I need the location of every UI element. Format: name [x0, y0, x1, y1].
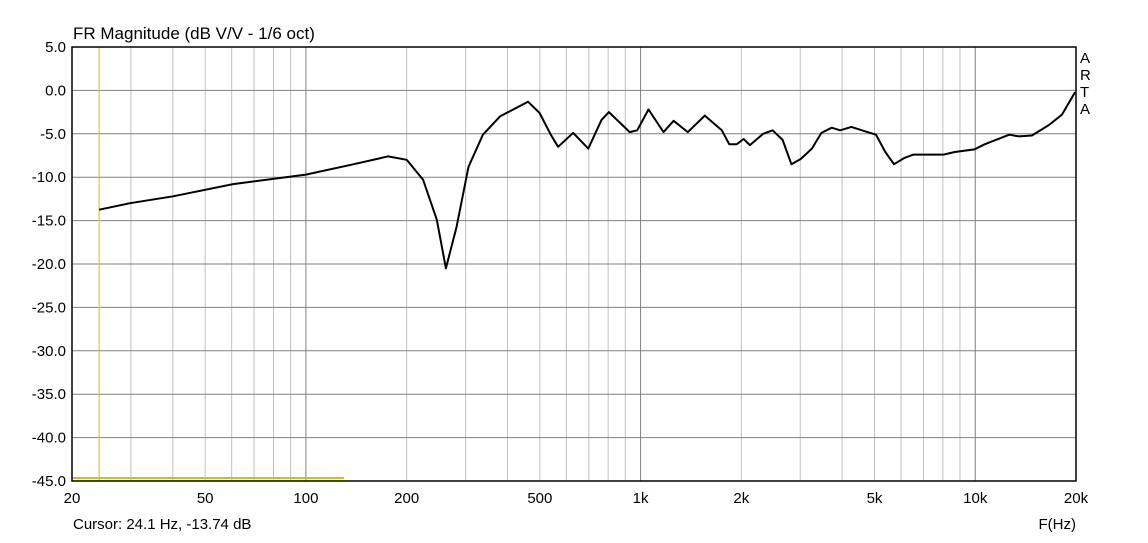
y-tick-label: 0.0	[45, 82, 66, 99]
x-tick-label: 500	[527, 490, 552, 507]
x-tick-label: 20k	[1064, 490, 1089, 507]
y-tick-labels: 5.0 0.0 -5.0 -10.0 -15.0 -20.0 -25.0 -30.0 -35.0…	[32, 39, 66, 490]
x-tick-label: 200	[394, 490, 419, 507]
watermark-letter: A	[1080, 50, 1090, 67]
series-group	[98, 91, 1076, 270]
y-tick-label: -30.0	[32, 343, 66, 360]
x-tick-label: 2k	[733, 490, 749, 507]
y-tick-label: -10.0	[32, 169, 66, 186]
x-tick-label: 50	[197, 490, 214, 507]
watermark-letter: T	[1080, 84, 1089, 101]
y-tick-label: -15.0	[32, 213, 66, 230]
chart-title: FR Magnitude (dB V/V - 1/6 oct)	[73, 24, 315, 43]
plot-frame	[71, 46, 1077, 482]
y-tick-label: -25.0	[32, 299, 66, 316]
x-tick-label: 20	[64, 490, 81, 507]
x-tick-label: 10k	[963, 490, 988, 507]
x-tick-labels: 20 50 100 200 500 1k 2k 5k 10k 20k	[64, 490, 1089, 507]
cursor-markers	[72, 47, 345, 481]
x-tick-label: 100	[293, 490, 318, 507]
y-tick-label: -40.0	[32, 430, 66, 447]
y-tick-label: -35.0	[32, 386, 66, 403]
y-tick-label: -20.0	[32, 256, 66, 273]
x-tick-label: 5k	[867, 490, 883, 507]
cursor-readout: Cursor: 24.1 Hz, -13.74 dB	[73, 516, 251, 533]
watermark-letter: A	[1080, 101, 1090, 118]
x-tick-label: 1k	[633, 490, 649, 507]
y-tick-label: 5.0	[45, 39, 66, 56]
x-axis-label: F(Hz)	[1039, 516, 1077, 533]
series-line	[98, 91, 1076, 270]
grid	[72, 47, 1076, 481]
y-tick-label: -5.0	[40, 126, 66, 143]
y-tick-label: -45.0	[32, 473, 66, 490]
watermark-letter: R	[1080, 67, 1091, 84]
